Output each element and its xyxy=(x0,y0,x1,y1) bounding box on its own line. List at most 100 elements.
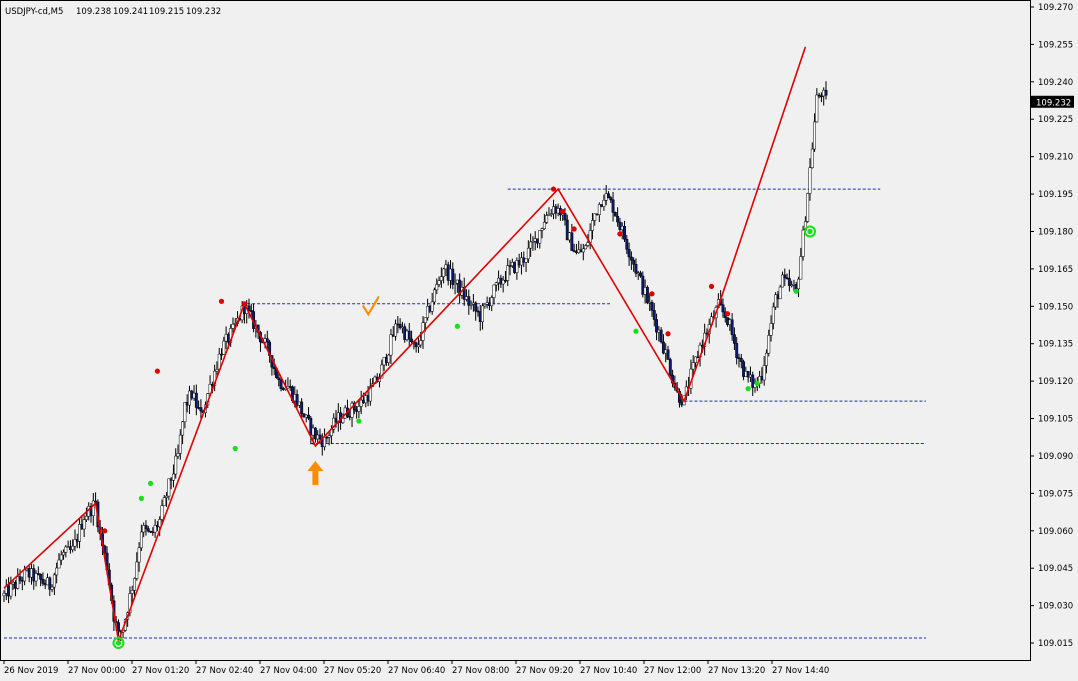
time-tick-label: 27 Nov 09:20 xyxy=(516,666,573,676)
bear-candle xyxy=(300,401,304,415)
green-signal-dot xyxy=(454,323,460,329)
price-tick-label: 109.060 xyxy=(1038,527,1073,537)
bull-candle xyxy=(167,478,171,497)
bull-candle xyxy=(57,559,61,569)
price-tick-label: 109.225 xyxy=(1038,115,1073,125)
bull-candle xyxy=(515,260,519,273)
high-value: 109.241 xyxy=(113,7,148,17)
bull-candle xyxy=(767,335,771,354)
bull-candle xyxy=(137,547,141,563)
bear-candle xyxy=(325,436,329,439)
price-tick-label: 109.135 xyxy=(1038,340,1073,350)
bear-candle xyxy=(508,265,512,267)
bear-candle xyxy=(565,219,569,241)
time-tick-label: 27 Nov 06:40 xyxy=(388,666,445,676)
bear-candle xyxy=(36,573,40,575)
bull-candle xyxy=(492,284,496,298)
green-circle-center xyxy=(116,640,121,646)
bull-candle xyxy=(416,344,420,348)
bear-candle xyxy=(199,407,203,412)
red-signal-dot xyxy=(218,298,225,304)
bull-candle xyxy=(524,258,528,263)
green-signal-dot xyxy=(138,495,144,501)
bear-candle xyxy=(629,256,633,261)
bear-candle xyxy=(451,268,455,285)
time-tick-label: 27 Nov 00:00 xyxy=(68,666,125,676)
bear-candle xyxy=(476,310,480,313)
green-circle-center xyxy=(807,229,813,234)
bull-candle xyxy=(52,574,56,588)
bull-candle xyxy=(64,546,68,553)
bear-candle xyxy=(645,287,649,303)
price-tick-label: 109.045 xyxy=(1038,564,1073,574)
price-tick-label: 109.150 xyxy=(1038,302,1073,312)
bull-candle xyxy=(158,519,162,528)
bull-candle xyxy=(771,306,775,324)
bear-candle xyxy=(194,392,198,408)
bear-candle xyxy=(307,414,310,419)
time-tick-label: 27 Nov 13:20 xyxy=(708,666,765,676)
red-signal-dot xyxy=(617,231,623,237)
bear-candle xyxy=(783,274,787,279)
bull-candle xyxy=(71,545,75,550)
bull-candle xyxy=(810,148,814,168)
price-tick-label: 109.240 xyxy=(1038,78,1073,88)
red-signal-dot xyxy=(665,331,671,337)
price-tick-label: 109.270 xyxy=(1038,3,1073,13)
bull-candle xyxy=(394,323,397,337)
bear-candle xyxy=(787,278,791,286)
bull-candle xyxy=(176,453,180,457)
bear-candle xyxy=(668,359,672,376)
bear-candle xyxy=(313,427,317,440)
bull-candle xyxy=(341,417,345,423)
bull-candle xyxy=(171,473,175,481)
bull-candle xyxy=(430,301,434,312)
time-tick-label: 27 Nov 04:00 xyxy=(260,666,317,676)
bear-candle xyxy=(18,576,22,581)
bull-candle xyxy=(133,578,136,591)
bear-candle xyxy=(730,319,734,335)
bear-candle xyxy=(295,394,299,406)
bear-candle xyxy=(265,338,269,343)
bull-candle xyxy=(584,245,588,250)
bear-candle xyxy=(739,358,743,362)
buy-arrow-icon xyxy=(307,460,324,485)
bull-candle xyxy=(16,576,20,589)
bull-candle xyxy=(778,286,782,300)
price-tick-label: 109.120 xyxy=(1038,377,1073,387)
bull-candle xyxy=(130,590,134,594)
bull-candle xyxy=(602,200,606,207)
bull-candle xyxy=(694,356,697,363)
bear-candle xyxy=(249,309,253,312)
bear-candle xyxy=(732,334,736,344)
bull-candle xyxy=(419,340,423,346)
bull-candle xyxy=(91,500,95,516)
low-value: 109.215 xyxy=(149,7,184,17)
bull-candle xyxy=(160,505,164,520)
bull-candle xyxy=(774,294,778,308)
bull-candle xyxy=(62,552,65,556)
time-tick-label: 27 Nov 05:20 xyxy=(324,666,381,676)
symbol-label: USDJPY-cd,M5 xyxy=(5,7,63,17)
price-tick-label: 109.030 xyxy=(1038,602,1073,612)
green-signal-dot xyxy=(793,288,799,294)
bull-candle xyxy=(162,497,166,506)
bear-candle xyxy=(655,319,659,333)
bear-candle xyxy=(146,528,150,532)
bear-candle xyxy=(817,94,821,97)
level-lines xyxy=(4,188,926,639)
time-tick-label: 27 Nov 02:40 xyxy=(196,666,253,676)
bear-candle xyxy=(742,361,746,377)
bear-candle xyxy=(94,500,98,503)
bear-candle xyxy=(623,226,626,240)
time-tick-label: 27 Nov 08:00 xyxy=(452,666,509,676)
green-signal-dot xyxy=(633,328,639,334)
time-tick-label: 26 Nov 2019 xyxy=(4,666,58,676)
bear-candle xyxy=(627,249,631,258)
red-signal-dot xyxy=(102,528,108,534)
bear-candle xyxy=(625,238,629,250)
bear-candle xyxy=(696,356,700,359)
bear-candle xyxy=(611,199,615,213)
